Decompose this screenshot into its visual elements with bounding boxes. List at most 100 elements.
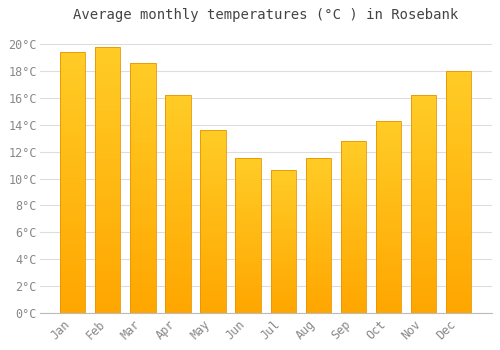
Bar bbox=[95, 100, 120, 105]
Bar bbox=[340, 213, 366, 217]
Bar bbox=[60, 68, 86, 73]
Bar bbox=[95, 52, 120, 57]
Bar bbox=[411, 117, 436, 121]
Bar bbox=[236, 180, 260, 183]
Bar bbox=[411, 261, 436, 265]
Bar bbox=[200, 288, 226, 291]
Bar bbox=[166, 226, 190, 230]
Bar bbox=[411, 169, 436, 174]
Bar bbox=[236, 245, 260, 248]
Bar bbox=[60, 62, 86, 68]
Bar bbox=[306, 245, 331, 248]
Bar bbox=[306, 174, 331, 177]
Bar bbox=[340, 165, 366, 168]
Bar bbox=[270, 228, 296, 230]
Bar bbox=[236, 214, 260, 217]
Bar bbox=[200, 196, 226, 200]
Bar bbox=[236, 205, 260, 208]
Bar bbox=[446, 105, 471, 110]
Bar bbox=[270, 222, 296, 225]
Bar bbox=[270, 173, 296, 176]
Bar bbox=[411, 222, 436, 226]
Bar bbox=[60, 224, 86, 230]
Bar bbox=[60, 209, 86, 214]
Bar bbox=[270, 199, 296, 202]
Bar bbox=[376, 121, 401, 125]
Bar bbox=[306, 288, 331, 292]
Bar bbox=[166, 243, 190, 248]
Bar bbox=[376, 252, 401, 255]
Bar bbox=[376, 125, 401, 128]
Bar bbox=[200, 295, 226, 299]
Bar bbox=[236, 267, 260, 270]
Bar bbox=[60, 99, 86, 104]
Bar bbox=[306, 242, 331, 245]
Bar bbox=[60, 303, 86, 308]
Bar bbox=[340, 144, 366, 148]
Bar bbox=[306, 276, 331, 279]
Bar bbox=[95, 196, 120, 201]
Bar bbox=[340, 272, 366, 275]
Bar bbox=[60, 230, 86, 235]
Bar bbox=[166, 296, 190, 300]
Bar bbox=[130, 108, 156, 113]
Bar bbox=[446, 163, 471, 168]
Bar bbox=[411, 283, 436, 287]
Bar bbox=[236, 186, 260, 189]
Bar bbox=[166, 300, 190, 304]
Bar bbox=[130, 123, 156, 128]
Bar bbox=[411, 156, 436, 161]
Bar bbox=[270, 185, 296, 188]
Bar bbox=[411, 134, 436, 139]
Bar bbox=[60, 83, 86, 89]
Bar bbox=[376, 171, 401, 175]
Bar bbox=[270, 239, 296, 242]
Bar bbox=[306, 164, 331, 168]
Bar bbox=[95, 121, 120, 127]
Bar bbox=[130, 253, 156, 258]
Bar bbox=[236, 285, 260, 288]
Bar bbox=[270, 170, 296, 173]
Bar bbox=[95, 212, 120, 217]
Bar bbox=[166, 234, 190, 239]
Bar bbox=[200, 156, 226, 159]
Bar bbox=[306, 279, 331, 282]
Bar bbox=[200, 280, 226, 284]
Bar bbox=[95, 249, 120, 254]
Bar bbox=[411, 309, 436, 313]
Bar bbox=[340, 275, 366, 279]
Bar bbox=[130, 93, 156, 98]
Bar bbox=[95, 228, 120, 233]
Bar bbox=[95, 47, 120, 313]
Bar bbox=[130, 168, 156, 173]
Bar bbox=[95, 63, 120, 68]
Bar bbox=[306, 298, 331, 301]
Bar bbox=[411, 174, 436, 178]
Bar bbox=[306, 307, 331, 310]
Bar bbox=[236, 161, 260, 164]
Bar bbox=[270, 176, 296, 179]
Bar bbox=[270, 250, 296, 253]
Bar bbox=[95, 271, 120, 276]
Bar bbox=[411, 139, 436, 143]
Bar bbox=[376, 175, 401, 178]
Bar bbox=[200, 247, 226, 251]
Bar bbox=[130, 83, 156, 88]
Bar bbox=[130, 243, 156, 248]
Bar bbox=[411, 274, 436, 278]
Bar bbox=[166, 143, 190, 147]
Bar bbox=[340, 299, 366, 303]
Bar bbox=[340, 162, 366, 165]
Bar bbox=[376, 194, 401, 198]
Bar bbox=[95, 169, 120, 175]
Bar bbox=[306, 304, 331, 307]
Bar bbox=[411, 252, 436, 257]
Bar bbox=[270, 302, 296, 304]
Bar bbox=[95, 297, 120, 302]
Bar bbox=[95, 116, 120, 121]
Bar bbox=[376, 128, 401, 132]
Bar bbox=[446, 255, 471, 260]
Bar bbox=[411, 200, 436, 204]
Bar bbox=[446, 76, 471, 80]
Bar bbox=[376, 159, 401, 163]
